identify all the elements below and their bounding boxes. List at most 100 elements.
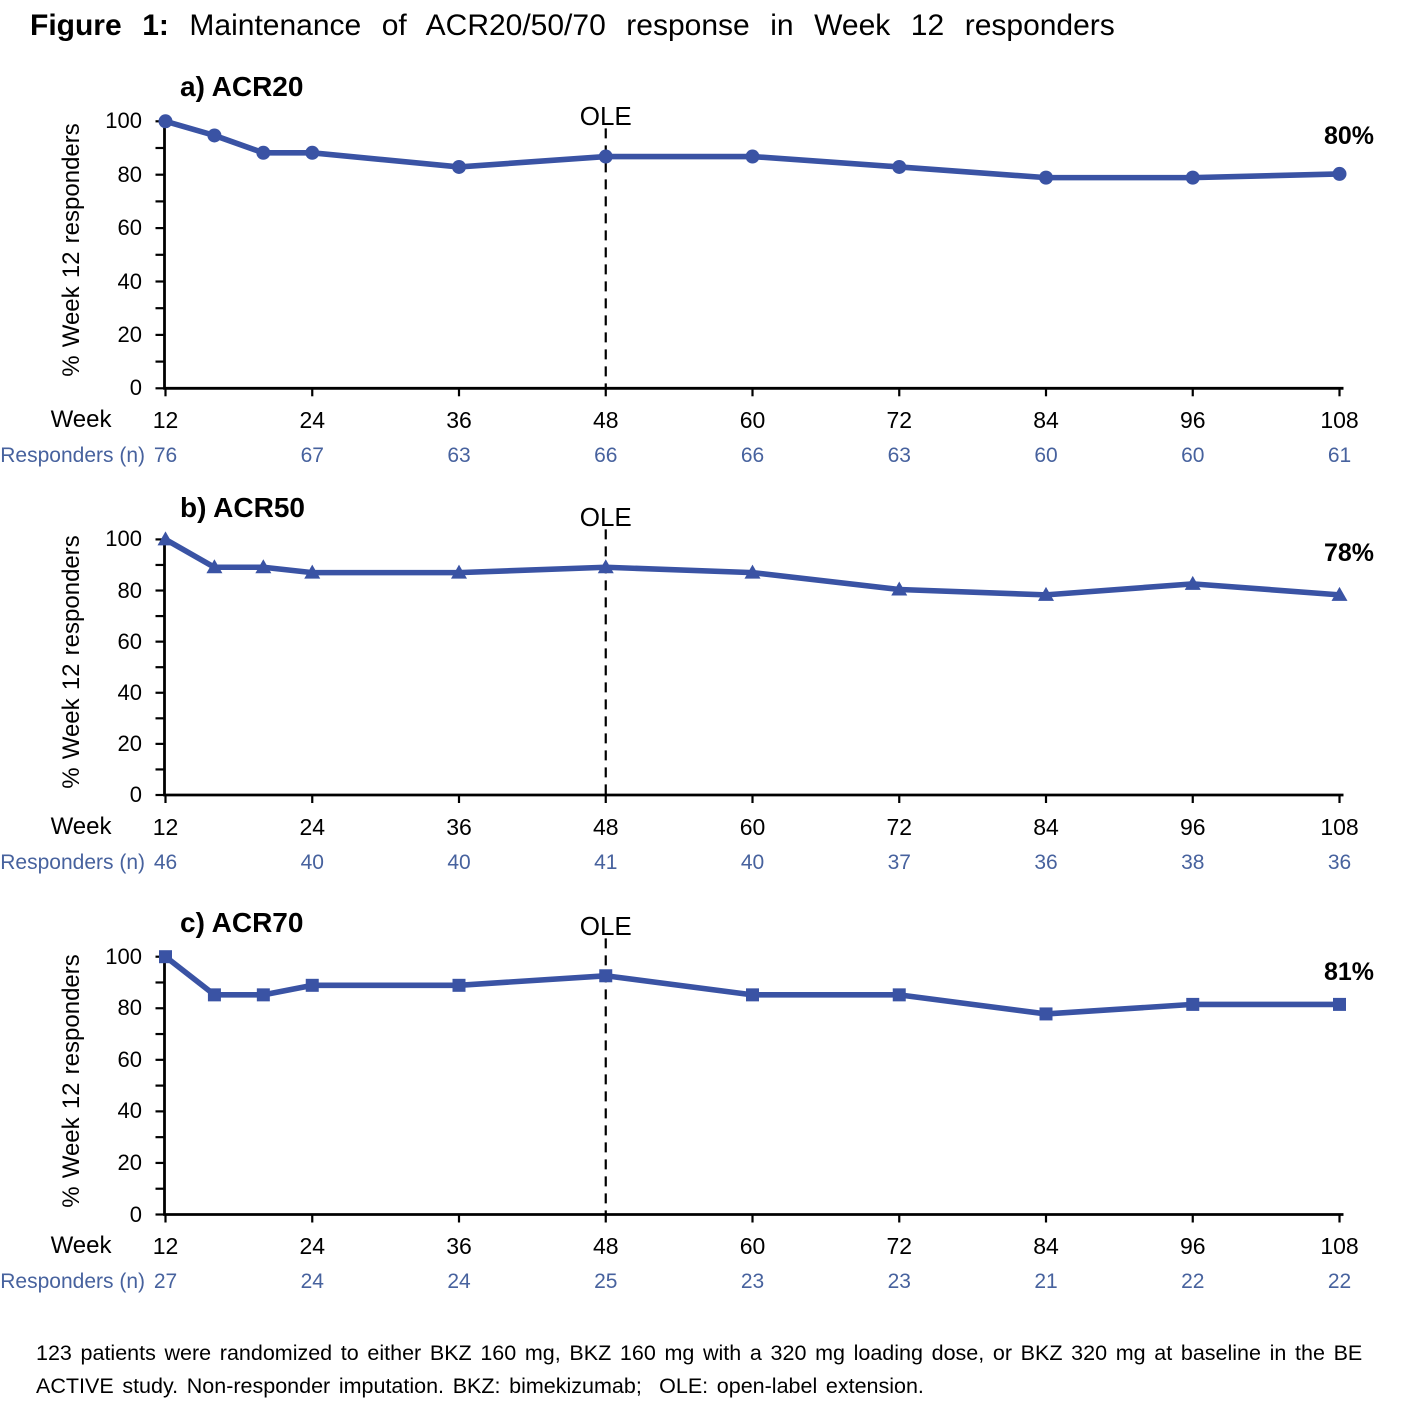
data-point-marker [206, 559, 223, 574]
y-tick-label: 40 [117, 679, 142, 705]
responders-value: 21 [1034, 1270, 1058, 1294]
y-tick-label: 80 [117, 995, 142, 1021]
responders-value: 40 [740, 850, 765, 874]
responders-value: 38 [1181, 850, 1205, 874]
data-point-marker [305, 145, 320, 160]
responders-value: 37 [887, 850, 911, 874]
week-axis-label: Week [50, 812, 112, 840]
data-point-marker [304, 564, 321, 579]
data-point-marker [159, 950, 172, 964]
y-tick-label: 40 [117, 1098, 142, 1124]
data-point-marker [1038, 586, 1054, 601]
data-series-line [164, 536, 1340, 598]
responders-value: 76 [153, 444, 178, 468]
data-point-marker [1039, 1007, 1053, 1021]
y-tick-label: 0 [129, 1201, 142, 1227]
footnote: 123 patients were randomized to either B… [36, 1337, 1362, 1403]
data-point-marker [305, 978, 319, 992]
figure-title-prefix: Figure 1: [30, 9, 169, 42]
footnote-line-2: ACTIVE study. Non-responder imputation. … [36, 1374, 924, 1398]
week-tick-label: 60 [739, 407, 766, 433]
y-axis-title: % Week 12 responders [57, 535, 85, 789]
data-point-marker [158, 114, 173, 129]
responders-value: 41 [594, 850, 618, 874]
week-tick-label: 12 [152, 813, 179, 840]
figure-title-text: Maintenance of ACR20/50/70 response in W… [168, 9, 1115, 42]
responders-value: 63 [447, 444, 471, 468]
week-tick-label: 96 [1179, 1233, 1206, 1260]
y-tick-label: 20 [117, 1149, 142, 1175]
data-point-marker [744, 564, 761, 579]
week-tick-label: 108 [1320, 407, 1359, 433]
responders-value: 25 [594, 1270, 618, 1294]
responders-value: 36 [1034, 850, 1058, 874]
panel-title-2: b) ACR50 [180, 491, 305, 523]
responders-value: 23 [887, 1270, 911, 1294]
responders-value: 66 [740, 444, 765, 468]
series-end-value-label: 81% [1323, 957, 1374, 986]
week-tick-label: 108 [1320, 813, 1359, 840]
responders-row-label: Responders (n) [0, 1270, 145, 1294]
y-tick-label: 100 [105, 526, 142, 552]
week-tick-label: 72 [886, 813, 913, 840]
footnote-line-1: 123 patients were randomized to either B… [36, 1341, 1363, 1365]
y-tick-label: 60 [117, 1046, 142, 1072]
responders-value: 24 [447, 1270, 471, 1294]
data-point-marker [599, 969, 613, 983]
data-point-marker [207, 988, 221, 1002]
week-tick-label: 12 [152, 1233, 179, 1260]
week-tick-label: 36 [446, 1233, 472, 1260]
panel-title-1: a) ACR20 [180, 71, 304, 103]
week-tick-label: 96 [1179, 813, 1206, 840]
responders-value: 67 [300, 444, 324, 468]
responders-value: 24 [300, 1270, 324, 1294]
data-point-marker [157, 531, 174, 546]
y-tick-label: 100 [105, 108, 142, 134]
data-point-marker [256, 145, 271, 160]
ole-annotation-label: OLE [579, 502, 632, 533]
data-series-line [163, 954, 1340, 1017]
y-tick-label: 80 [117, 161, 142, 187]
week-tick-label: 72 [886, 1233, 913, 1260]
week-tick-label: 60 [739, 1233, 766, 1260]
data-series-line [164, 118, 1340, 181]
week-tick-label: 12 [152, 407, 179, 433]
data-point-marker [597, 559, 614, 574]
responders-value: 22 [1327, 1270, 1352, 1294]
responders-row-label: Responders (n) [0, 444, 145, 468]
y-tick-label: 80 [117, 577, 142, 603]
y-tick-label: 60 [117, 628, 142, 654]
y-tick-label: 40 [117, 268, 142, 294]
y-axis-title: % Week 12 responders [57, 953, 85, 1208]
responders-value: 36 [1327, 850, 1352, 874]
week-tick-label: 108 [1320, 1233, 1359, 1260]
data-point-marker [1039, 170, 1053, 185]
data-point-marker [892, 988, 906, 1002]
ole-annotation-label: OLE [579, 911, 632, 942]
data-point-marker [1185, 170, 1200, 185]
data-point-marker [892, 159, 907, 174]
data-point-marker [1186, 997, 1200, 1011]
week-tick-label: 96 [1179, 407, 1206, 433]
week-tick-label: 36 [446, 813, 472, 840]
week-axis-label: Week [50, 406, 112, 433]
y-tick-label: 0 [129, 375, 142, 401]
week-tick-label: 60 [739, 813, 766, 840]
data-point-marker [255, 559, 272, 574]
data-point-marker [745, 149, 760, 164]
week-tick-label: 24 [299, 407, 326, 433]
responders-value: 60 [1181, 444, 1205, 468]
week-tick-label: 84 [1033, 407, 1059, 433]
week-tick-label: 48 [592, 407, 619, 433]
responders-value: 66 [594, 444, 618, 468]
responders-row-label: Responders (n) [0, 850, 145, 874]
figure-title: Figure 1: Maintenance of ACR20/50/70 res… [30, 11, 1115, 41]
responders-value: 27 [153, 1270, 178, 1294]
week-axis-label: Week [50, 1232, 112, 1260]
series-end-value-label: 80% [1323, 122, 1374, 151]
week-tick-label: 24 [299, 813, 326, 840]
ole-annotation-label: OLE [579, 101, 632, 132]
